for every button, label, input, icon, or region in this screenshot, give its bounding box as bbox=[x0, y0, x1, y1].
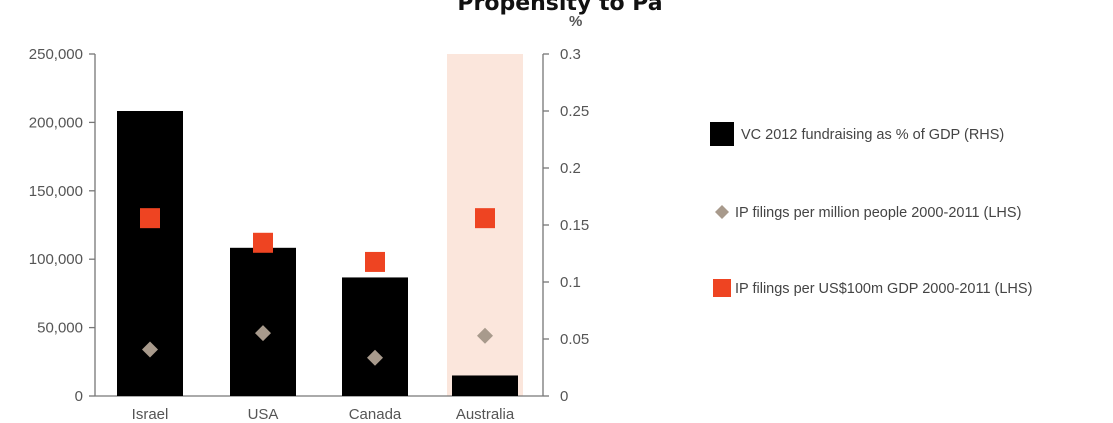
chart-title: Propensity to Pa bbox=[457, 0, 662, 16]
right-axis: 0 0.05 0.1 0.15 0.2 0.25 0.3% bbox=[542, 13, 589, 405]
category-labels: Israel USA Canada Australia bbox=[132, 406, 515, 423]
legend-label: VC 2012 fundraising as % of GDP (RHS) bbox=[741, 127, 1004, 143]
square-point-australia bbox=[475, 208, 495, 229]
right-tick-label: 0.25 bbox=[560, 103, 589, 120]
left-tick-label: 250,000 bbox=[29, 46, 83, 63]
left-tick-label: 50,000 bbox=[37, 320, 83, 337]
diamond-point-canada bbox=[367, 349, 383, 366]
diamond-point-australia bbox=[477, 327, 493, 344]
left-tick-label: 100,000 bbox=[29, 251, 83, 268]
square-point-israel bbox=[140, 208, 160, 229]
legend-label: IP filings per US$100m GDP 2000-2011 (LH… bbox=[735, 281, 1032, 297]
bar-usa bbox=[230, 247, 296, 396]
right-axis-unit: % bbox=[569, 13, 582, 30]
legend-label: IP filings per million people 2000-2011 … bbox=[735, 205, 1021, 221]
bar-australia bbox=[452, 375, 518, 396]
legend-swatch-diamond bbox=[715, 205, 729, 219]
right-tick-label: 0.05 bbox=[560, 331, 589, 348]
legend-swatch-bar bbox=[710, 122, 734, 146]
category-label-australia: Australia bbox=[456, 406, 515, 423]
legend: VC 2012 fundraising as % of GDP (RHS) IP … bbox=[710, 122, 1032, 297]
bar-canada bbox=[342, 277, 408, 396]
diamond-point-usa bbox=[255, 325, 271, 342]
right-tick-label: 0 bbox=[560, 388, 568, 405]
left-tick-label: 150,000 bbox=[29, 183, 83, 200]
category-label-israel: Israel bbox=[132, 406, 169, 423]
right-tick-label: 0.15 bbox=[560, 217, 589, 234]
right-tick-label: 0.3 bbox=[560, 46, 581, 63]
left-tick-label: 200,000 bbox=[29, 114, 83, 131]
right-tick-label: 0.1 bbox=[560, 274, 581, 291]
category-label-canada: Canada bbox=[349, 406, 402, 423]
square-point-canada bbox=[365, 251, 385, 272]
square-point-usa bbox=[253, 232, 273, 253]
right-tick-label: 0.2 bbox=[560, 160, 581, 177]
left-axis: 0 50,000 100,000 150,000 200,000 250,000 bbox=[29, 46, 543, 405]
diamond-point-israel bbox=[142, 341, 158, 358]
marker-series bbox=[140, 208, 495, 366]
left-tick-label: 0 bbox=[75, 388, 83, 405]
legend-swatch-square bbox=[713, 279, 731, 297]
category-label-usa: USA bbox=[248, 406, 279, 423]
